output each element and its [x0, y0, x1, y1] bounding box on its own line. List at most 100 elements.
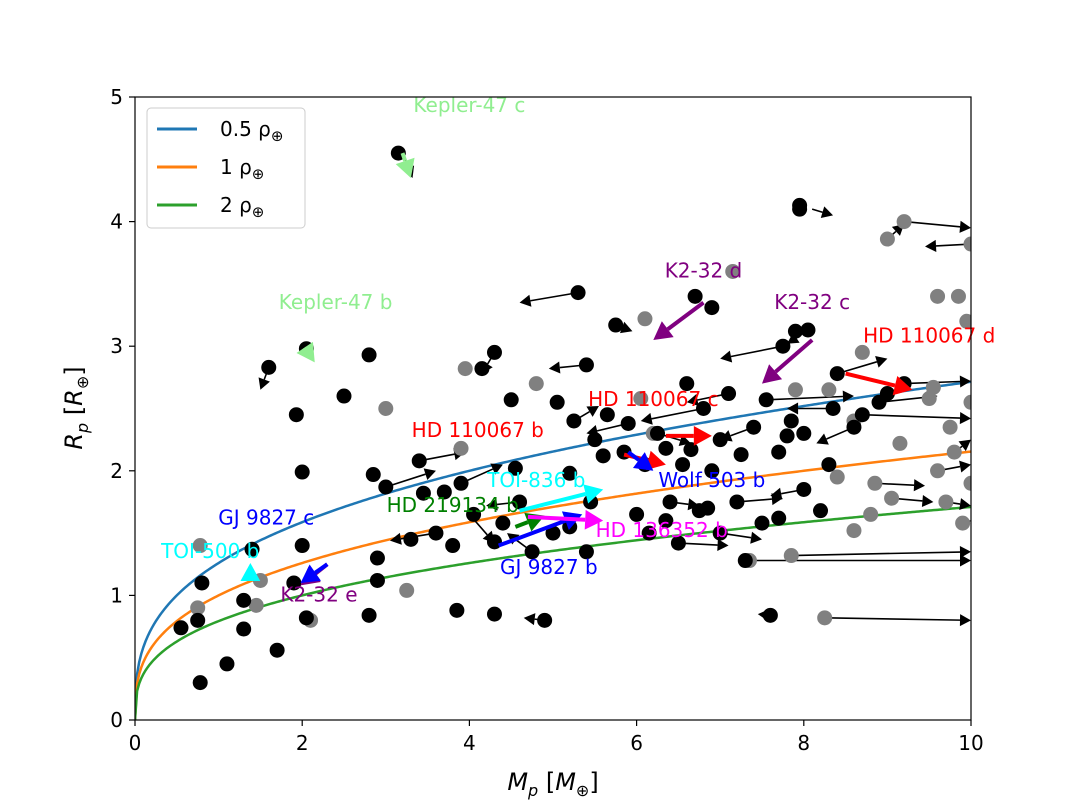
x-axis-symbol-sub: p: [527, 781, 538, 800]
gray-planet-point-40: [963, 394, 971, 410]
highlight-arrow-gj-9827-c-shaft: [314, 562, 329, 575]
gray-planet-point-31: [930, 463, 946, 479]
black-planet-point-4: [219, 656, 235, 672]
planet-arrow-17-head: [687, 498, 700, 511]
gray-planet-point-33: [938, 494, 954, 510]
black-planet-point-53: [595, 448, 611, 464]
planet-arrow-5-head: [548, 361, 561, 374]
legend-entry-2: 2 ρ⊕: [157, 193, 264, 221]
black-planet-point-38: [503, 392, 519, 408]
planet-arrow-6-head: [619, 321, 633, 334]
black-planet-point-95: [800, 322, 816, 338]
planet-arrow-34: [824, 614, 971, 627]
planet-arrow-2-head: [519, 294, 532, 307]
black-planet-point-67: [679, 376, 695, 392]
highlight-arrow-kepler-47-c: [395, 152, 415, 178]
gray-planet-point-17: [817, 610, 833, 626]
gray-planet-point-23: [863, 506, 879, 522]
black-planet-point-42: [537, 612, 553, 628]
legend-sub-0: ⊕: [271, 127, 284, 145]
planet-label-gj-9827-c: GJ 9827 c: [218, 505, 314, 529]
x-tick-label-5: 10: [958, 731, 983, 755]
black-planet-point-73: [704, 463, 720, 479]
highlight-arrow-kepler-47-b: [296, 341, 315, 363]
black-planet-point-43: [545, 525, 561, 541]
gray-planet-point-36: [950, 288, 966, 304]
planet-arrow-44-head: [959, 460, 971, 473]
black-planet-point-25: [411, 453, 427, 469]
planet-label-kepler-47-b: Kepler-47 b: [279, 290, 393, 314]
highlight-arrow-hd-219134-b-shaft: [514, 520, 529, 529]
planet-arrow-42-head: [959, 412, 971, 425]
planet-label-wolf-503-b: Wolf 503 b: [658, 468, 765, 492]
y-axis-symbol-sub: p: [73, 423, 92, 434]
legend-sub-1: ⊕: [252, 165, 265, 183]
black-planet-point-35: [486, 534, 502, 550]
highlight-arrow-k2-32-d-shaft: [666, 300, 705, 331]
svg-text:2 ρ⊕: 2 ρ⊕: [220, 193, 264, 221]
x-axis-symbol: M: [507, 768, 528, 796]
highlight-arrow-kepler-47-c-head: [395, 157, 415, 178]
highlight-arrow-wolf-503-b-head: [632, 452, 654, 471]
black-planet-point-83: [758, 392, 774, 408]
gray-planet-point-0: [192, 538, 208, 554]
y-tick-label-1: 1: [110, 583, 123, 607]
density-curve-2: [135, 505, 971, 720]
planet-arrow-30: [904, 220, 971, 233]
legend-entry-1: 1 ρ⊕: [157, 155, 264, 183]
y-tick-label-3: 3: [110, 334, 123, 358]
gray-planet-point-28: [896, 214, 912, 230]
black-planet-point-11: [294, 538, 310, 554]
highlight-arrow-toi-836-b: [519, 484, 604, 513]
planet-arrow-26-head: [875, 356, 888, 368]
planet-label-hd-219134-b: HD 219134 b: [387, 493, 519, 517]
planet-label-gj-9827-b: GJ 9827 b: [500, 555, 598, 579]
planet-label-k2-32-c: K2-32 c: [774, 290, 850, 314]
planet-arrow-7-head: [423, 468, 436, 480]
gray-planet-point-37: [955, 515, 971, 531]
highlight-arrow-hd-110067-c: [665, 426, 712, 446]
black-planet-point-21: [369, 550, 385, 566]
planet-arrow-32-head: [921, 494, 934, 507]
black-planet-point-96: [813, 503, 829, 519]
black-planet-point-2: [192, 675, 208, 691]
x-tick-label-1: 2: [296, 731, 309, 755]
planet-arrow-3-head: [258, 377, 270, 390]
y-axis-ticks: 0 1 2 3 4 5: [110, 85, 135, 732]
gray-planet-point-11: [633, 391, 649, 407]
black-planet-point-97: [821, 457, 837, 473]
black-planet-point-13: [298, 610, 314, 626]
planet-arrow-13-head: [389, 532, 402, 545]
black-planet-point-7: [244, 541, 260, 557]
x-tick-label-4: 8: [797, 731, 810, 755]
black-planet-point-49: [578, 544, 594, 560]
black-planet-point-41: [524, 544, 540, 560]
gray-planet-point-26: [884, 490, 900, 506]
plot-frame: [134, 96, 972, 721]
planet-arrow-10-head: [486, 498, 498, 511]
black-planet-point-48: [570, 285, 586, 301]
legend-label-0: 0.5 ρ: [220, 117, 271, 141]
highlight-arrow-hd-136352-b-head: [584, 509, 604, 530]
highlight-arrow-toi-500-b-head: [240, 563, 261, 582]
black-planet-point-74: [704, 300, 720, 316]
svg-text:1 ρ⊕: 1 ρ⊕: [220, 155, 264, 183]
black-planet-point-47: [566, 413, 582, 429]
black-planet-point-5: [236, 621, 252, 637]
black-planet-point-39: [507, 460, 523, 476]
black-planet-point-20: [369, 572, 385, 588]
planet-arrow-1: [811, 206, 834, 219]
planet-arrow-25-head: [787, 402, 799, 415]
planet-arrow-2-shaft: [530, 291, 579, 302]
black-planet-point-31: [453, 475, 469, 491]
black-planet-point-87: [775, 338, 791, 354]
black-planet-point-103: [879, 386, 895, 402]
planet-arrow-21-shaft: [730, 345, 784, 358]
planet-label-hd-136352-b: HD 136352 b: [596, 518, 728, 542]
x-axis-unit: M: [555, 768, 576, 796]
y-tick-label-5: 5: [110, 85, 123, 109]
black-planet-point-3: [194, 575, 210, 591]
planet-arrow-47-head: [959, 498, 971, 511]
planet-label-toi-500-b: TOI-500 b: [160, 539, 259, 563]
black-planet-point-86: [771, 444, 787, 460]
